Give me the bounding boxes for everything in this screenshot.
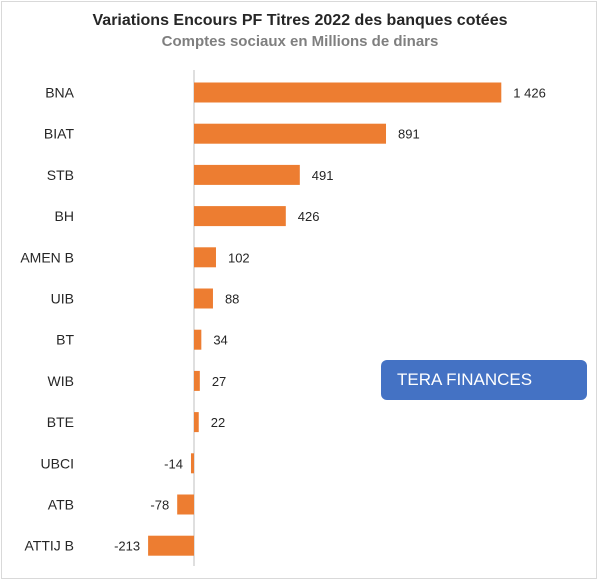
category-label: BH	[55, 208, 74, 224]
bar-stb	[194, 164, 300, 185]
data-label: 426	[298, 209, 320, 224]
bar-atb	[177, 494, 194, 515]
bar-ubci	[190, 453, 194, 474]
category-label: STB	[47, 167, 74, 183]
data-label: 891	[398, 127, 420, 142]
chart-subtitle: Comptes sociaux en Millions de dinars	[161, 33, 439, 50]
data-label: -14	[164, 456, 183, 471]
category-label: BTE	[47, 414, 74, 430]
data-label: 1 426	[513, 86, 546, 101]
bar-amen-b	[194, 247, 216, 268]
bar-attij-b	[148, 535, 194, 556]
data-label: 34	[213, 333, 227, 348]
data-label: 22	[211, 415, 225, 430]
data-label: -213	[114, 539, 140, 554]
bar-bna	[194, 82, 502, 103]
bar-bte	[194, 412, 199, 433]
category-label: BT	[56, 332, 74, 348]
data-label: 491	[312, 168, 334, 183]
category-label: WIB	[48, 373, 74, 389]
bar-bh	[194, 206, 286, 227]
category-label: BNA	[45, 85, 74, 101]
tera-finances-badge: TERA FINANCES	[381, 360, 587, 400]
data-label: 27	[212, 374, 226, 389]
bar-biat	[194, 123, 387, 144]
data-label: 102	[228, 250, 250, 265]
bar-wib	[194, 370, 200, 391]
bar-bt	[194, 329, 202, 350]
category-label: UBCI	[41, 455, 74, 471]
category-label: ATTIJ B	[24, 538, 74, 554]
category-label: BIAT	[44, 126, 75, 142]
category-label: AMEN B	[20, 249, 74, 265]
category-label: ATB	[48, 497, 74, 513]
data-label: 88	[225, 292, 239, 307]
category-label: UIB	[51, 291, 74, 307]
bar-uib	[194, 288, 213, 309]
chart-title: Variations Encours PF Titres 2022 des ba…	[92, 12, 508, 29]
data-label: -78	[150, 498, 169, 513]
